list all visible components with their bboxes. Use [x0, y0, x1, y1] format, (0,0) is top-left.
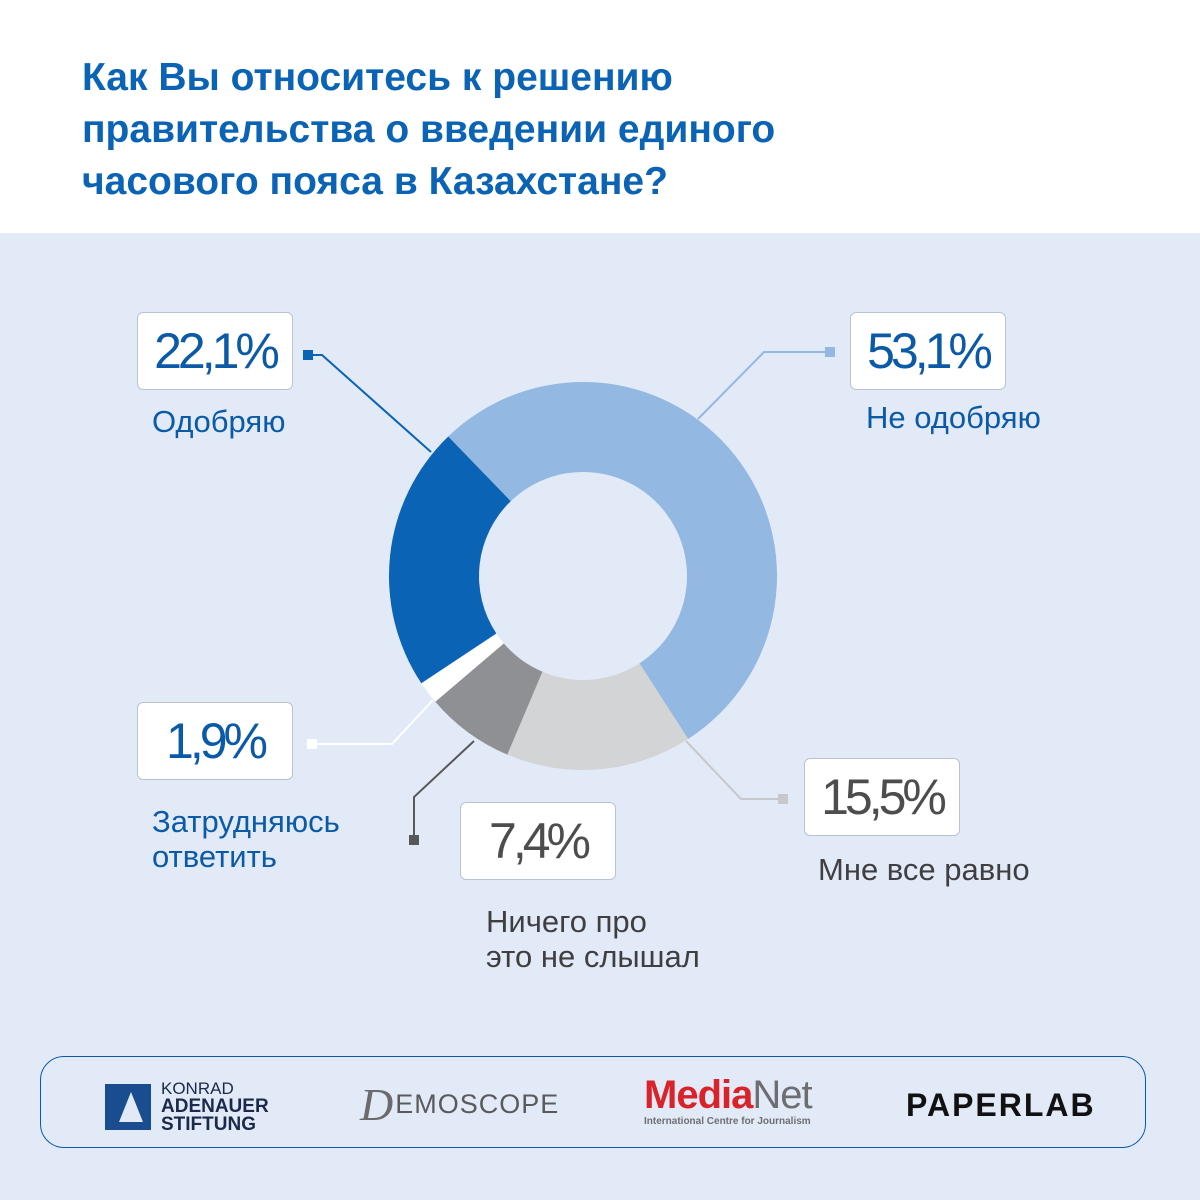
medianet-media: Media [644, 1073, 753, 1117]
demoscope-initial: D [360, 1079, 394, 1130]
leader-line-not-heard [413, 740, 475, 840]
leader-marker-not-heard [409, 835, 419, 845]
leader-marker-approve [303, 350, 313, 360]
label-indifferent: Мне все равно [818, 852, 1030, 887]
label-line: Мне все равно [818, 852, 1030, 887]
value-box-disapprove: 53,1% [850, 312, 1006, 390]
donut-slices [389, 382, 777, 771]
label-line: Ничего про [486, 904, 647, 939]
kas-line: ADENAUER [161, 1096, 269, 1117]
leader-line-indifferent [685, 740, 783, 800]
label-line: ответить [152, 839, 277, 874]
medianet-logo: MediaNet International Centre for Journa… [644, 1073, 813, 1127]
title-line: правительства о введении единого [82, 108, 776, 151]
partners-footer [40, 1056, 1146, 1148]
konrad-adenauer-logo: KONRAD ADENAUER STIFTUNG [105, 1080, 269, 1134]
label-line: это не слышал [486, 939, 700, 974]
label-not-heard: Ничего про это не слышал [486, 904, 700, 974]
label-disapprove: Не одобряю [866, 400, 1041, 435]
kas-emblem-icon [105, 1084, 151, 1130]
value-box-indifferent: 15,5% [804, 758, 960, 836]
kas-line: STIFTUNG [161, 1114, 256, 1135]
leader-marker-indifferent [778, 794, 788, 804]
medianet-subtitle: International Centre for Journalism [644, 1116, 811, 1127]
value-box-hard-to-say: 1,9% [137, 702, 293, 780]
leader-lines [303, 347, 835, 845]
paperlab-logo: PAPERLAB [906, 1087, 1096, 1123]
page-title: Как Вы относитесь к решению правительств… [82, 52, 982, 208]
label-line: Одобряю [152, 404, 286, 439]
title-line: часового пояса в Казахстане? [82, 160, 668, 203]
donut-slice-not-heard [435, 643, 543, 755]
donut-slice-hard-to-say [421, 633, 504, 702]
leader-marker-disapprove [825, 347, 835, 357]
kas-wordmark: KONRAD ADENAUER STIFTUNG [161, 1079, 269, 1135]
label-hard-to-say: Затрудняюсь ответить [152, 804, 340, 874]
leader-marker-hard-to-say [307, 739, 317, 749]
donut-slice-approve [389, 436, 511, 684]
donut-slice-indifferent [507, 663, 689, 771]
leader-line-disapprove [697, 351, 830, 420]
value-box-not-heard: 7,4% [460, 802, 616, 880]
leader-line-hard-to-say [312, 699, 434, 745]
demoscope-logo: D EMOSCOPE [360, 1078, 559, 1131]
title-line: Как Вы относитесь к решению [82, 56, 673, 99]
value-box-approve: 22,1% [137, 312, 293, 390]
label-line: Затрудняюсь [152, 804, 340, 839]
label-approve: Одобряю [152, 404, 285, 439]
label-line: Не одобряю [866, 400, 1041, 435]
medianet-net: Net [752, 1073, 812, 1117]
donut-slice-disapprove [448, 382, 777, 739]
kas-line: KONRAD [161, 1079, 234, 1098]
leader-line-approve [308, 354, 432, 453]
medianet-wordmark: MediaNet [644, 1073, 813, 1117]
header-panel: Как Вы относитесь к решению правительств… [0, 0, 1200, 233]
demoscope-wordmark: EMOSCOPE [395, 1089, 560, 1119]
